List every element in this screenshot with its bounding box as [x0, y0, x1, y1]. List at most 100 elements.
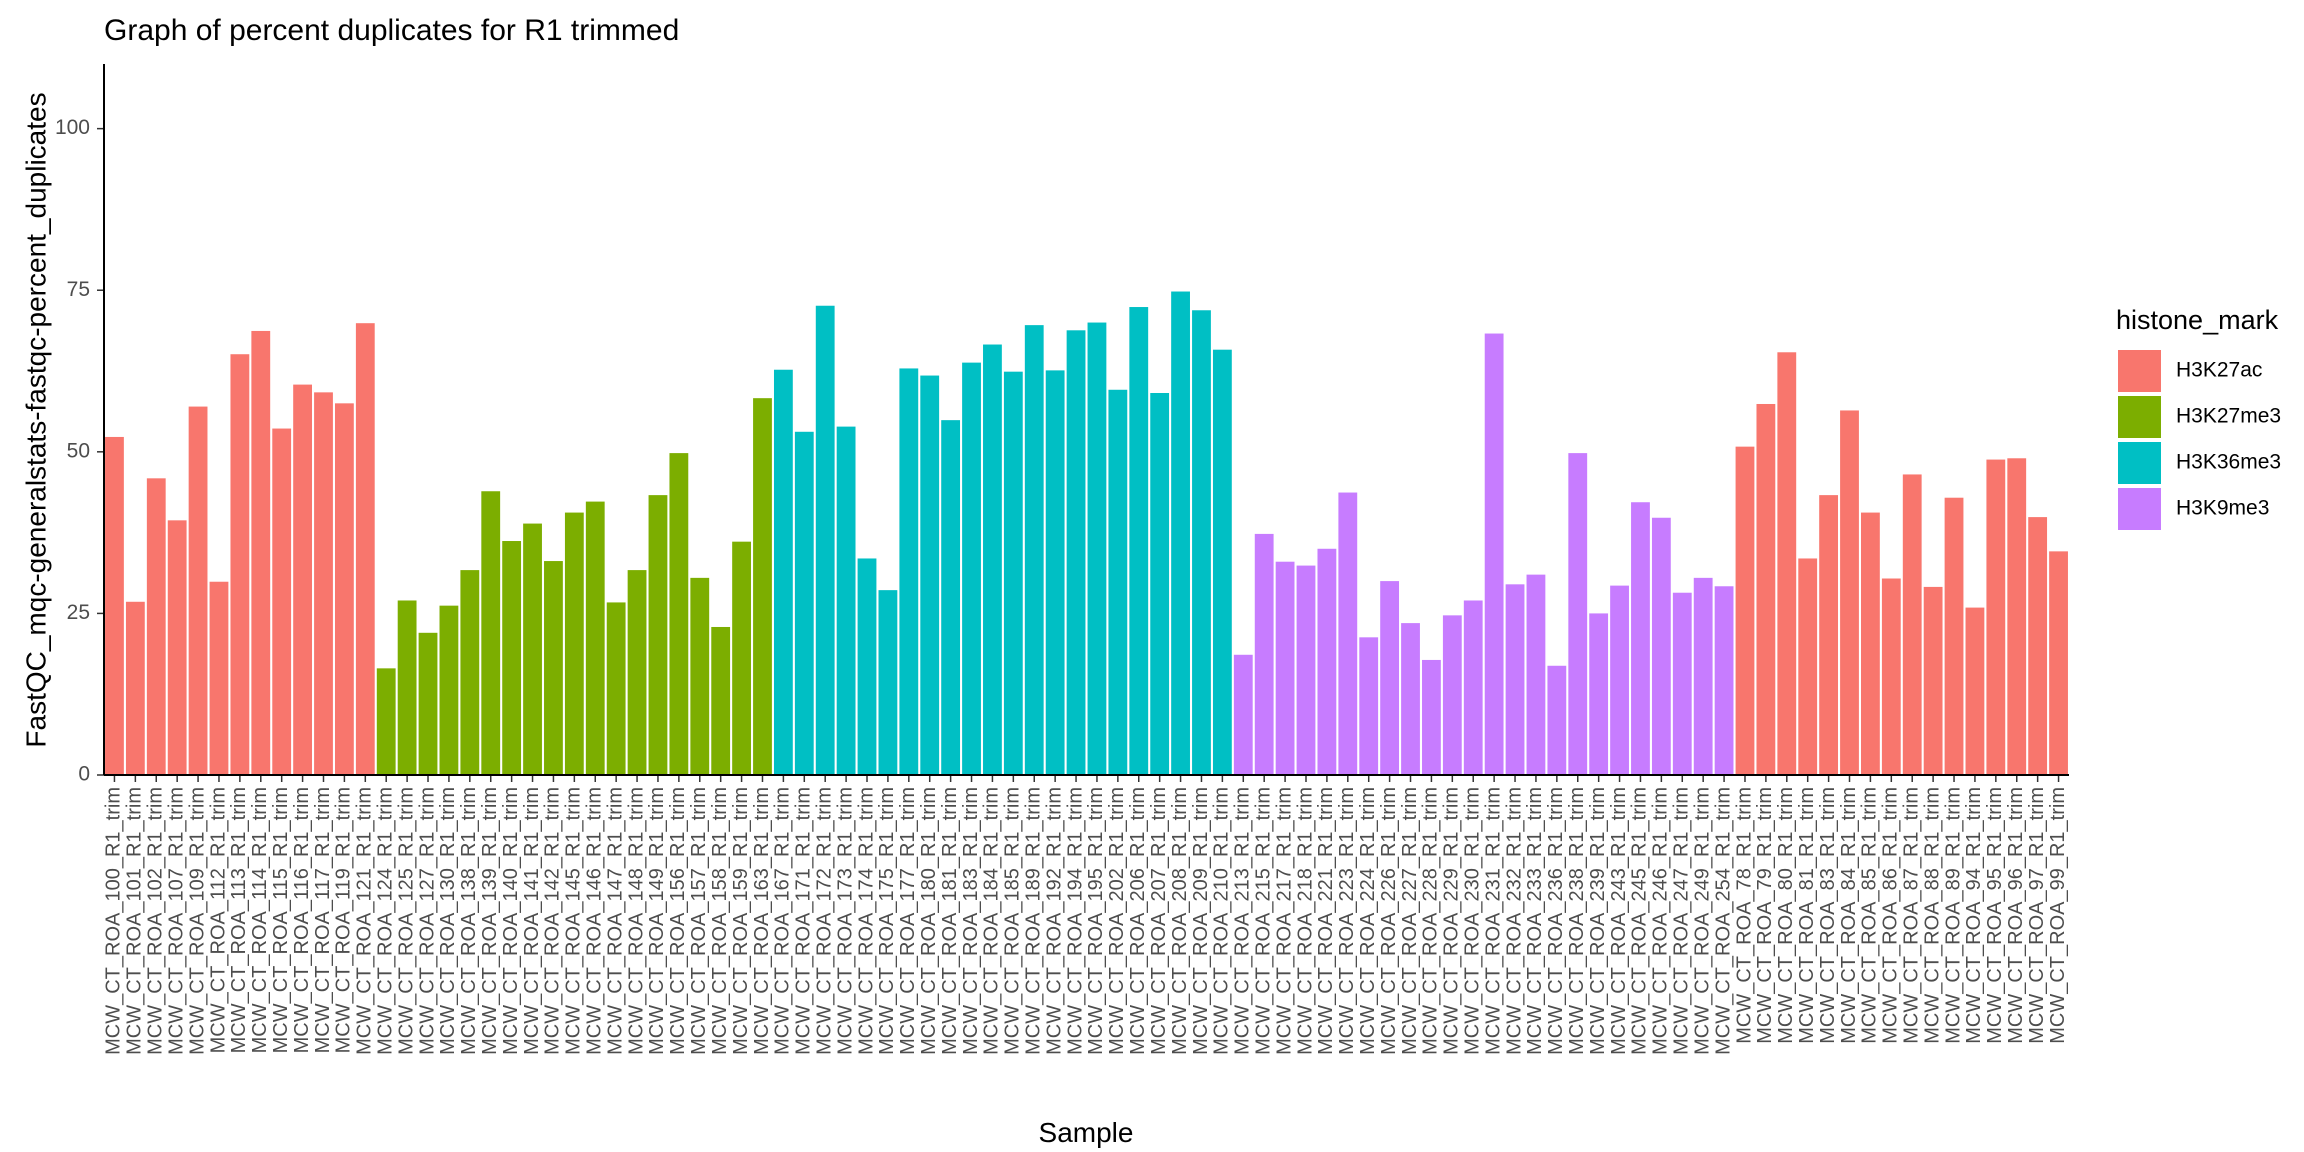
x-tick-label: MCW_CT_ROA_238_R1_trim: [1566, 787, 1588, 1055]
x-tick-label: MCW_CT_ROA_88_R1_trim: [1921, 787, 1943, 1044]
y-tick-label: 100: [55, 116, 90, 139]
bar: [502, 541, 522, 775]
bar: [1714, 586, 1734, 775]
x-tick-label: MCW_CT_ROA_189_R1_trim: [1023, 787, 1045, 1055]
bar: [857, 558, 877, 775]
x-tick-label: MCW_CT_ROA_124_R1_trim: [374, 787, 396, 1055]
x-tick-label: MCW_CT_ROA_227_R1_trim: [1399, 787, 1421, 1055]
x-tick-label: MCW_CT_ROA_173_R1_trim: [834, 787, 856, 1055]
x-tick-label: MCW_CT_ROA_247_R1_trim: [1671, 787, 1693, 1055]
x-tick-label: MCW_CT_ROA_254_R1_trim: [1712, 787, 1734, 1055]
x-tick-label: MCW_CT_ROA_174_R1_trim: [855, 787, 877, 1055]
bar: [1840, 410, 1859, 775]
bar: [1505, 584, 1525, 775]
x-tick-label: MCW_CT_ROA_79_R1_trim: [1754, 787, 1776, 1044]
x-tick-label: MCW_CT_ROA_100_R1_trim: [103, 787, 125, 1055]
bar: [941, 420, 961, 775]
bar: [1861, 512, 1880, 775]
bar: [920, 375, 940, 775]
x-tick-label: MCW_CT_ROA_83_R1_trim: [1817, 787, 1839, 1044]
x-tick-label: MCW_CT_ROA_217_R1_trim: [1273, 787, 1295, 1055]
x-tick-label: MCW_CT_ROA_139_R1_trim: [479, 787, 501, 1055]
x-tick-label: MCW_CT_ROA_158_R1_trim: [709, 787, 731, 1055]
x-tick-label: MCW_CT_ROA_231_R1_trim: [1482, 787, 1504, 1055]
bar: [1150, 392, 1170, 775]
bar: [1192, 310, 1211, 775]
bar: [1296, 565, 1316, 775]
bar: [648, 495, 668, 775]
bar: [1965, 607, 1985, 775]
bar: [1275, 561, 1295, 775]
x-tick-label: MCW_CT_ROA_125_R1_trim: [395, 787, 417, 1055]
x-tick-label: MCW_CT_ROA_81_R1_trim: [1796, 787, 1818, 1044]
y-tick-label: 25: [67, 601, 90, 624]
x-tick-label: MCW_CT_ROA_183_R1_trim: [960, 787, 982, 1055]
x-tick-label: MCW_CT_ROA_163_R1_trim: [751, 787, 773, 1055]
x-tick-label: MCW_CT_ROA_130_R1_trim: [437, 787, 459, 1055]
bar: [669, 453, 689, 775]
bar: [773, 369, 793, 775]
bar: [1484, 333, 1504, 775]
bar: [1045, 370, 1065, 775]
x-tick-label: MCW_CT_ROA_192_R1_trim: [1043, 787, 1065, 1055]
x-tick-label: MCW_CT_ROA_80_R1_trim: [1775, 787, 1797, 1044]
bar: [1003, 371, 1023, 775]
bar: [732, 541, 751, 775]
y-axis-title: FastQC_mqc-generalstats-fastqc-percent_d…: [20, 92, 51, 747]
x-tick-label: MCW_CT_ROA_207_R1_trim: [1148, 787, 1170, 1055]
bar: [1819, 495, 1839, 775]
bar: [1442, 615, 1462, 775]
x-tick-label: MCW_CT_ROA_109_R1_trim: [186, 787, 208, 1055]
x-tick-label: MCW_CT_ROA_236_R1_trim: [1545, 787, 1567, 1055]
bar: [2028, 517, 2048, 775]
x-tick-label: MCW_CT_ROA_246_R1_trim: [1650, 787, 1672, 1055]
bar: [293, 384, 312, 775]
x-tick-label: MCW_CT_ROA_141_R1_trim: [521, 787, 543, 1055]
x-tick-label: MCW_CT_ROA_239_R1_trim: [1587, 787, 1609, 1055]
x-tick-label: MCW_CT_ROA_226_R1_trim: [1378, 787, 1400, 1055]
bar: [1422, 659, 1441, 775]
x-tick-label: MCW_CT_ROA_85_R1_trim: [1859, 787, 1881, 1044]
bar: [1024, 325, 1044, 775]
x-tick-label: MCW_CT_ROA_78_R1_trim: [1733, 787, 1755, 1044]
bar: [1610, 585, 1629, 775]
x-tick-label: MCW_CT_ROA_223_R1_trim: [1336, 787, 1358, 1055]
x-tick-label: MCW_CT_ROA_87_R1_trim: [1900, 787, 1922, 1044]
x-tick-label: MCW_CT_ROA_159_R1_trim: [730, 787, 752, 1055]
legend-label: H3K36me3: [2176, 451, 2281, 474]
bar: [1317, 548, 1337, 775]
bar: [1108, 389, 1128, 775]
bar: [355, 323, 375, 775]
bar: [334, 403, 354, 775]
bar: [209, 581, 229, 775]
bar: [711, 626, 731, 775]
bar: [481, 491, 501, 775]
bar: [1693, 577, 1713, 775]
bar: [753, 398, 772, 775]
x-tick-label: MCW_CT_ROA_113_R1_trim: [228, 787, 250, 1053]
bar: [1651, 517, 1671, 775]
x-tick-label: MCW_CT_ROA_172_R1_trim: [813, 787, 835, 1055]
bar: [627, 570, 647, 775]
x-tick-label: MCW_CT_ROA_101_R1_trim: [124, 787, 146, 1055]
bar: [1547, 665, 1567, 775]
x-tick-label: MCW_CT_ROA_95_R1_trim: [1984, 787, 2006, 1044]
bar: [251, 330, 271, 775]
x-tick-label: MCW_CT_ROA_149_R1_trim: [646, 787, 668, 1055]
bar: [1902, 474, 1922, 775]
chart-title: Graph of percent duplicates for R1 trimm…: [104, 14, 679, 47]
bar: [878, 590, 898, 775]
x-tick-label: MCW_CT_ROA_148_R1_trim: [625, 787, 647, 1055]
bar: [1401, 623, 1420, 775]
x-tick-label: MCW_CT_ROA_121_R1_trim: [354, 787, 376, 1055]
bar: [2049, 551, 2068, 775]
bar: [376, 668, 396, 775]
bar: [815, 305, 835, 775]
x-tick-label: MCW_CT_ROA_249_R1_trim: [1691, 787, 1713, 1055]
x-tick-label: MCW_CT_ROA_107_R1_trim: [165, 787, 187, 1055]
y-tick-label: 75: [67, 278, 90, 301]
x-tick-label: MCW_CT_ROA_167_R1_trim: [772, 787, 794, 1055]
bar: [962, 362, 981, 775]
bar: [585, 501, 605, 775]
bar: [460, 570, 480, 775]
